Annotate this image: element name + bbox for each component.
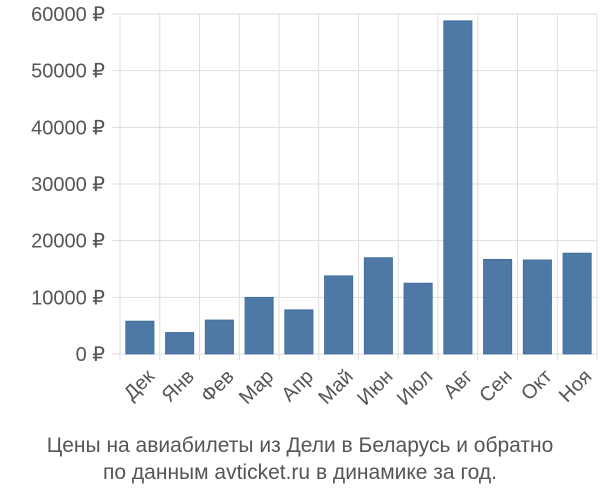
bar-4 <box>244 296 274 355</box>
x-tick-label: Май <box>315 366 358 409</box>
y-tick-label: 60000 ₽ <box>31 4 105 26</box>
x-tick-label: Июн <box>353 366 397 410</box>
bar-11 <box>522 259 552 355</box>
y-tick-label: 30000 ₽ <box>31 174 105 196</box>
x-tick-label: Мар <box>235 366 278 409</box>
bar-10 <box>483 258 513 355</box>
bar-2 <box>165 332 195 355</box>
bar-5 <box>284 309 314 355</box>
chart-caption-line-1: Цены на авиабилеты из Дели в Беларусь и … <box>46 434 554 457</box>
bar-chart: 0 ₽ 10000 ₽ 20000 ₽ 30000 ₽ 40000 ₽ 50000 ₽ 60… <box>31 4 598 410</box>
chart-caption-line-2: по данным avticket.ru в динамике за год. <box>103 461 497 484</box>
bar-12 <box>562 252 592 355</box>
x-tick-label: Авг <box>439 366 477 404</box>
bar-3 <box>204 319 234 355</box>
y-tick-label: 40000 ₽ <box>31 117 105 139</box>
bar-1 <box>125 320 155 355</box>
x-tick-label: Янв <box>158 366 199 407</box>
y-tick-label: 50000 ₽ <box>31 61 105 83</box>
y-tick-label: 0 ₽ <box>76 344 106 366</box>
x-tick-label: Дек <box>120 365 159 404</box>
x-tick-label: Апр <box>278 366 319 407</box>
y-tick-label: 20000 ₽ <box>31 231 105 253</box>
x-tick-label: Ноя <box>555 366 596 407</box>
bar-8 <box>403 282 433 355</box>
x-tick-label: Окт <box>517 366 556 405</box>
bar-9 <box>443 20 473 355</box>
bar-7 <box>363 257 393 355</box>
x-tick-label: Фев <box>197 366 239 408</box>
y-tick-label: 10000 ₽ <box>31 287 105 309</box>
bar-6 <box>324 275 354 355</box>
x-tick-label: Июл <box>393 366 437 410</box>
x-tick-label: Сен <box>475 366 516 407</box>
